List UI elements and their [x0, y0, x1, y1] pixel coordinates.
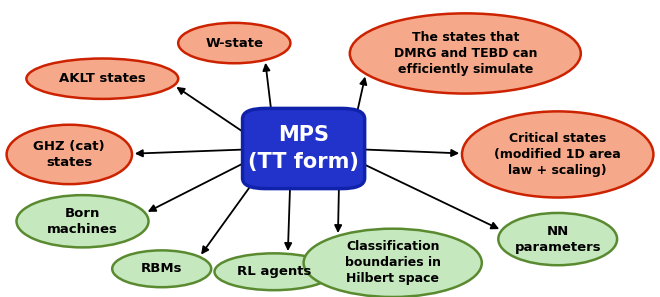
Ellipse shape [462, 111, 653, 198]
Ellipse shape [7, 125, 132, 184]
Text: The states that
DMRG and TEBD can
efficiently simulate: The states that DMRG and TEBD can effici… [393, 31, 537, 76]
Text: RBMs: RBMs [141, 262, 182, 275]
Ellipse shape [26, 59, 178, 99]
Ellipse shape [112, 250, 211, 287]
Text: NN
parameters: NN parameters [514, 225, 601, 254]
Ellipse shape [498, 213, 617, 265]
Ellipse shape [214, 253, 333, 290]
Text: AKLT states: AKLT states [59, 72, 146, 85]
Text: RL agents: RL agents [237, 265, 311, 278]
Text: W-state: W-state [205, 37, 263, 50]
Text: Classification
boundaries in
Hilbert space: Classification boundaries in Hilbert spa… [345, 240, 441, 285]
Text: Born
machines: Born machines [47, 207, 118, 236]
Text: GHZ (cat)
states: GHZ (cat) states [34, 140, 105, 169]
Ellipse shape [304, 229, 482, 297]
Ellipse shape [16, 195, 148, 247]
Text: Critical states
(modified 1D area
law + scaling): Critical states (modified 1D area law + … [494, 132, 621, 177]
Ellipse shape [178, 23, 290, 63]
FancyBboxPatch shape [243, 108, 364, 189]
Text: MPS
(TT form): MPS (TT form) [248, 125, 359, 172]
Ellipse shape [350, 13, 581, 94]
